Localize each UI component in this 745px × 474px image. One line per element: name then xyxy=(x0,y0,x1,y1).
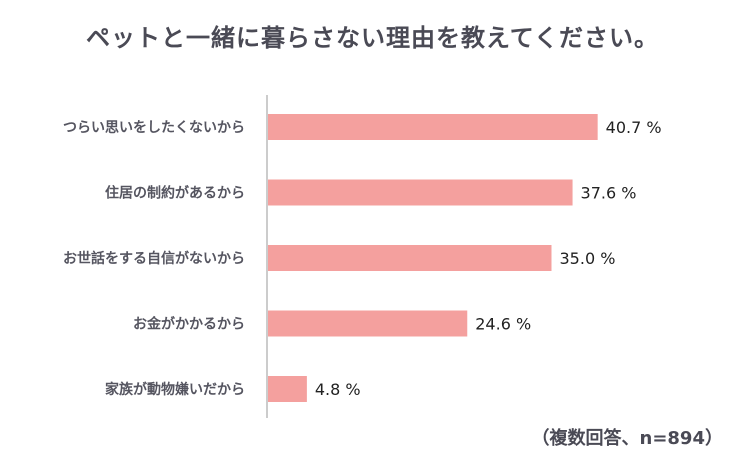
value-label: 40.7 % xyxy=(606,118,662,137)
value-label: 4.8 % xyxy=(315,380,361,399)
bar xyxy=(268,310,468,337)
category-label: お金がかかるから xyxy=(133,316,245,333)
chart-title: ペットと一緒に暮らさない理由を教えてください。 xyxy=(85,24,660,52)
category-label: 家族が動物嫌いだから xyxy=(105,381,245,398)
bar xyxy=(268,179,573,206)
value-label: 24.6 % xyxy=(475,315,531,334)
sample-size-note: （複数回答、n=894） xyxy=(531,428,723,449)
value-label: 35.0 % xyxy=(560,249,616,268)
bar xyxy=(268,376,307,402)
bars-group: つらい思いをしたくないから 40.7 % 住居の制約があるから 37.6 % お世話をす… xyxy=(63,114,662,402)
category-label: つらい思いをしたくないから xyxy=(63,120,245,136)
bar xyxy=(268,245,552,271)
value-label: 37.6 % xyxy=(581,184,637,203)
bar xyxy=(268,114,598,140)
category-label: お世話をする自信がないから xyxy=(63,250,245,267)
category-label: 住居の制約があるから xyxy=(105,185,245,202)
